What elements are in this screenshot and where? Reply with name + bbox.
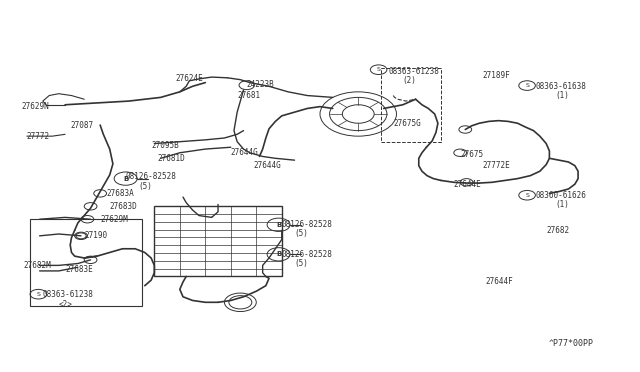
- Text: 08126-82528: 08126-82528: [282, 250, 333, 259]
- Text: S: S: [525, 83, 529, 88]
- Text: 27644G: 27644G: [231, 148, 259, 157]
- Text: 27683A: 27683A: [106, 189, 134, 198]
- Text: 27682: 27682: [546, 226, 570, 235]
- Text: 27772: 27772: [27, 132, 50, 141]
- Text: 27644G: 27644G: [253, 161, 281, 170]
- Text: S: S: [525, 193, 529, 198]
- Text: (5): (5): [294, 259, 308, 268]
- Text: 27190: 27190: [84, 231, 108, 240]
- Text: (5): (5): [294, 230, 308, 238]
- Text: B: B: [276, 222, 281, 228]
- Text: B: B: [123, 176, 128, 182]
- Text: B: B: [276, 251, 281, 257]
- Text: 08363-61238: 08363-61238: [43, 291, 93, 299]
- Text: 27675: 27675: [460, 150, 483, 159]
- Text: 27681D: 27681D: [157, 154, 185, 163]
- Text: 27683D: 27683D: [109, 202, 138, 211]
- Text: ^P77*00PP: ^P77*00PP: [549, 340, 594, 349]
- Bar: [154, 206, 282, 276]
- Text: <2>: <2>: [59, 300, 72, 309]
- Text: 27624E: 27624E: [175, 74, 204, 83]
- Text: (1): (1): [556, 200, 570, 209]
- Text: 27682M: 27682M: [24, 261, 51, 270]
- Text: 27683E: 27683E: [65, 264, 93, 273]
- Text: S: S: [36, 292, 40, 297]
- Text: 27087: 27087: [70, 121, 94, 129]
- Text: 27681: 27681: [237, 91, 260, 100]
- Text: 27644F: 27644F: [486, 278, 513, 286]
- Text: 27095B: 27095B: [151, 141, 179, 150]
- Text: (2): (2): [403, 76, 417, 85]
- Text: 08360-61626: 08360-61626: [536, 191, 586, 200]
- Text: (1): (1): [556, 91, 570, 100]
- Text: 27644E: 27644E: [454, 180, 481, 189]
- Text: 08126-82528: 08126-82528: [282, 220, 333, 229]
- Text: 27675G: 27675G: [394, 119, 421, 128]
- Text: S: S: [377, 67, 381, 72]
- Bar: [30, 219, 141, 306]
- Text: 27772E: 27772E: [483, 161, 510, 170]
- Text: 27189F: 27189F: [483, 71, 510, 80]
- Text: 08126-82528: 08126-82528: [125, 172, 177, 181]
- Text: 24223B: 24223B: [246, 80, 275, 89]
- Text: 08363-61638: 08363-61638: [536, 82, 586, 91]
- Text: 27629N: 27629N: [21, 102, 49, 111]
- Text: (5): (5): [138, 182, 152, 190]
- Text: 27629M: 27629M: [100, 215, 128, 224]
- Text: 08363-61238: 08363-61238: [389, 67, 440, 76]
